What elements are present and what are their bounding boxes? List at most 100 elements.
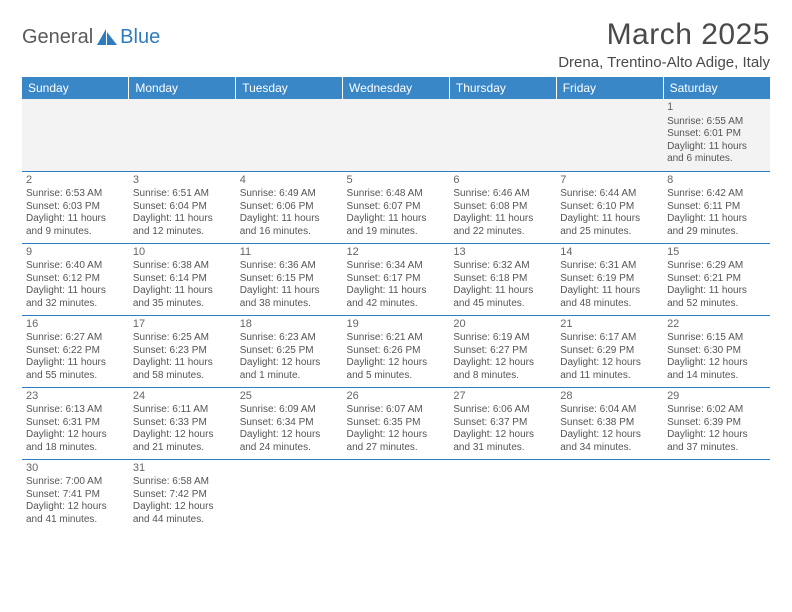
calendar-cell [236, 99, 343, 171]
sunrise-line: Sunrise: 6:13 AM [26, 404, 125, 417]
day-number: 3 [133, 174, 232, 188]
day-number: 17 [133, 318, 232, 332]
sunset-line: Sunset: 6:18 PM [453, 273, 552, 286]
daylight-line: Daylight: 12 hours and 8 minutes. [453, 357, 552, 382]
daylight-line: Daylight: 11 hours and 42 minutes. [347, 285, 446, 310]
daylight-line: Daylight: 12 hours and 18 minutes. [26, 429, 125, 454]
day-number: 12 [347, 246, 446, 260]
daylight-line: Daylight: 11 hours and 25 minutes. [560, 213, 659, 238]
calendar-table: Sunday Monday Tuesday Wednesday Thursday… [22, 77, 770, 531]
calendar-cell: 13Sunrise: 6:32 AMSunset: 6:18 PMDayligh… [449, 243, 556, 315]
calendar-row: 23Sunrise: 6:13 AMSunset: 6:31 PMDayligh… [22, 387, 770, 459]
sunset-line: Sunset: 6:07 PM [347, 201, 446, 214]
sunset-line: Sunset: 6:19 PM [560, 273, 659, 286]
calendar-cell: 12Sunrise: 6:34 AMSunset: 6:17 PMDayligh… [343, 243, 450, 315]
sunrise-line: Sunrise: 6:11 AM [133, 404, 232, 417]
calendar-cell: 19Sunrise: 6:21 AMSunset: 6:26 PMDayligh… [343, 315, 450, 387]
calendar-cell [663, 459, 770, 531]
day-number: 24 [133, 390, 232, 404]
daylight-line: Daylight: 12 hours and 31 minutes. [453, 429, 552, 454]
sunrise-line: Sunrise: 6:04 AM [560, 404, 659, 417]
sunrise-line: Sunrise: 6:15 AM [667, 332, 766, 345]
calendar-cell: 5Sunrise: 6:48 AMSunset: 6:07 PMDaylight… [343, 171, 450, 243]
daylight-line: Daylight: 11 hours and 9 minutes. [26, 213, 125, 238]
sunrise-line: Sunrise: 6:02 AM [667, 404, 766, 417]
sunrise-line: Sunrise: 6:53 AM [26, 188, 125, 201]
daylight-line: Daylight: 11 hours and 32 minutes. [26, 285, 125, 310]
day-number: 1 [667, 101, 766, 115]
sunset-line: Sunset: 6:25 PM [240, 345, 339, 358]
weekday-header: Thursday [449, 77, 556, 99]
sunrise-line: Sunrise: 6:49 AM [240, 188, 339, 201]
calendar-cell: 28Sunrise: 6:04 AMSunset: 6:38 PMDayligh… [556, 387, 663, 459]
sunrise-line: Sunrise: 6:38 AM [133, 260, 232, 273]
sunset-line: Sunset: 6:27 PM [453, 345, 552, 358]
calendar-cell: 20Sunrise: 6:19 AMSunset: 6:27 PMDayligh… [449, 315, 556, 387]
calendar-cell: 18Sunrise: 6:23 AMSunset: 6:25 PMDayligh… [236, 315, 343, 387]
sunrise-line: Sunrise: 6:58 AM [133, 476, 232, 489]
daylight-line: Daylight: 12 hours and 34 minutes. [560, 429, 659, 454]
daylight-line: Daylight: 11 hours and 6 minutes. [667, 141, 766, 166]
sunset-line: Sunset: 6:03 PM [26, 201, 125, 214]
calendar-cell [22, 99, 129, 171]
day-number: 31 [133, 462, 232, 476]
day-number: 28 [560, 390, 659, 404]
sunset-line: Sunset: 6:39 PM [667, 417, 766, 430]
day-number: 26 [347, 390, 446, 404]
weekday-header: Monday [129, 77, 236, 99]
sunrise-line: Sunrise: 7:00 AM [26, 476, 125, 489]
day-number: 27 [453, 390, 552, 404]
daylight-line: Daylight: 12 hours and 27 minutes. [347, 429, 446, 454]
weekday-header: Sunday [22, 77, 129, 99]
day-number: 4 [240, 174, 339, 188]
daylight-line: Daylight: 11 hours and 22 minutes. [453, 213, 552, 238]
daylight-line: Daylight: 12 hours and 14 minutes. [667, 357, 766, 382]
sunrise-line: Sunrise: 6:34 AM [347, 260, 446, 273]
day-number: 7 [560, 174, 659, 188]
sunset-line: Sunset: 6:38 PM [560, 417, 659, 430]
sunrise-line: Sunrise: 6:31 AM [560, 260, 659, 273]
sunset-line: Sunset: 6:17 PM [347, 273, 446, 286]
day-number: 13 [453, 246, 552, 260]
daylight-line: Daylight: 12 hours and 21 minutes. [133, 429, 232, 454]
calendar-cell: 24Sunrise: 6:11 AMSunset: 6:33 PMDayligh… [129, 387, 236, 459]
sunset-line: Sunset: 6:08 PM [453, 201, 552, 214]
calendar-cell: 14Sunrise: 6:31 AMSunset: 6:19 PMDayligh… [556, 243, 663, 315]
day-number: 20 [453, 318, 552, 332]
logo-text-general: General [22, 26, 93, 49]
daylight-line: Daylight: 12 hours and 41 minutes. [26, 501, 125, 526]
daylight-line: Daylight: 11 hours and 12 minutes. [133, 213, 232, 238]
sunset-line: Sunset: 6:30 PM [667, 345, 766, 358]
sunset-line: Sunset: 6:10 PM [560, 201, 659, 214]
sail-icon [96, 28, 118, 46]
day-number: 18 [240, 318, 339, 332]
sunrise-line: Sunrise: 6:19 AM [453, 332, 552, 345]
sunrise-line: Sunrise: 6:06 AM [453, 404, 552, 417]
sunset-line: Sunset: 6:22 PM [26, 345, 125, 358]
calendar-cell: 1Sunrise: 6:55 AMSunset: 6:01 PMDaylight… [663, 99, 770, 171]
calendar-cell: 10Sunrise: 6:38 AMSunset: 6:14 PMDayligh… [129, 243, 236, 315]
day-number: 29 [667, 390, 766, 404]
sunset-line: Sunset: 6:11 PM [667, 201, 766, 214]
location: Drena, Trentino-Alto Adige, Italy [558, 54, 770, 71]
day-number: 16 [26, 318, 125, 332]
day-number: 15 [667, 246, 766, 260]
calendar-cell: 23Sunrise: 6:13 AMSunset: 6:31 PMDayligh… [22, 387, 129, 459]
logo-text-blue: Blue [120, 26, 160, 49]
calendar-cell: 17Sunrise: 6:25 AMSunset: 6:23 PMDayligh… [129, 315, 236, 387]
sunset-line: Sunset: 6:14 PM [133, 273, 232, 286]
sunset-line: Sunset: 6:34 PM [240, 417, 339, 430]
calendar-row: 30Sunrise: 7:00 AMSunset: 7:41 PMDayligh… [22, 459, 770, 531]
sunrise-line: Sunrise: 6:21 AM [347, 332, 446, 345]
calendar-cell: 8Sunrise: 6:42 AMSunset: 6:11 PMDaylight… [663, 171, 770, 243]
day-number: 22 [667, 318, 766, 332]
day-number: 2 [26, 174, 125, 188]
weekday-header: Wednesday [343, 77, 450, 99]
weekday-header: Friday [556, 77, 663, 99]
sunset-line: Sunset: 6:33 PM [133, 417, 232, 430]
daylight-line: Daylight: 11 hours and 19 minutes. [347, 213, 446, 238]
sunrise-line: Sunrise: 6:23 AM [240, 332, 339, 345]
calendar-cell: 25Sunrise: 6:09 AMSunset: 6:34 PMDayligh… [236, 387, 343, 459]
title-block: March 2025 Drena, Trentino-Alto Adige, I… [558, 18, 770, 71]
daylight-line: Daylight: 12 hours and 37 minutes. [667, 429, 766, 454]
